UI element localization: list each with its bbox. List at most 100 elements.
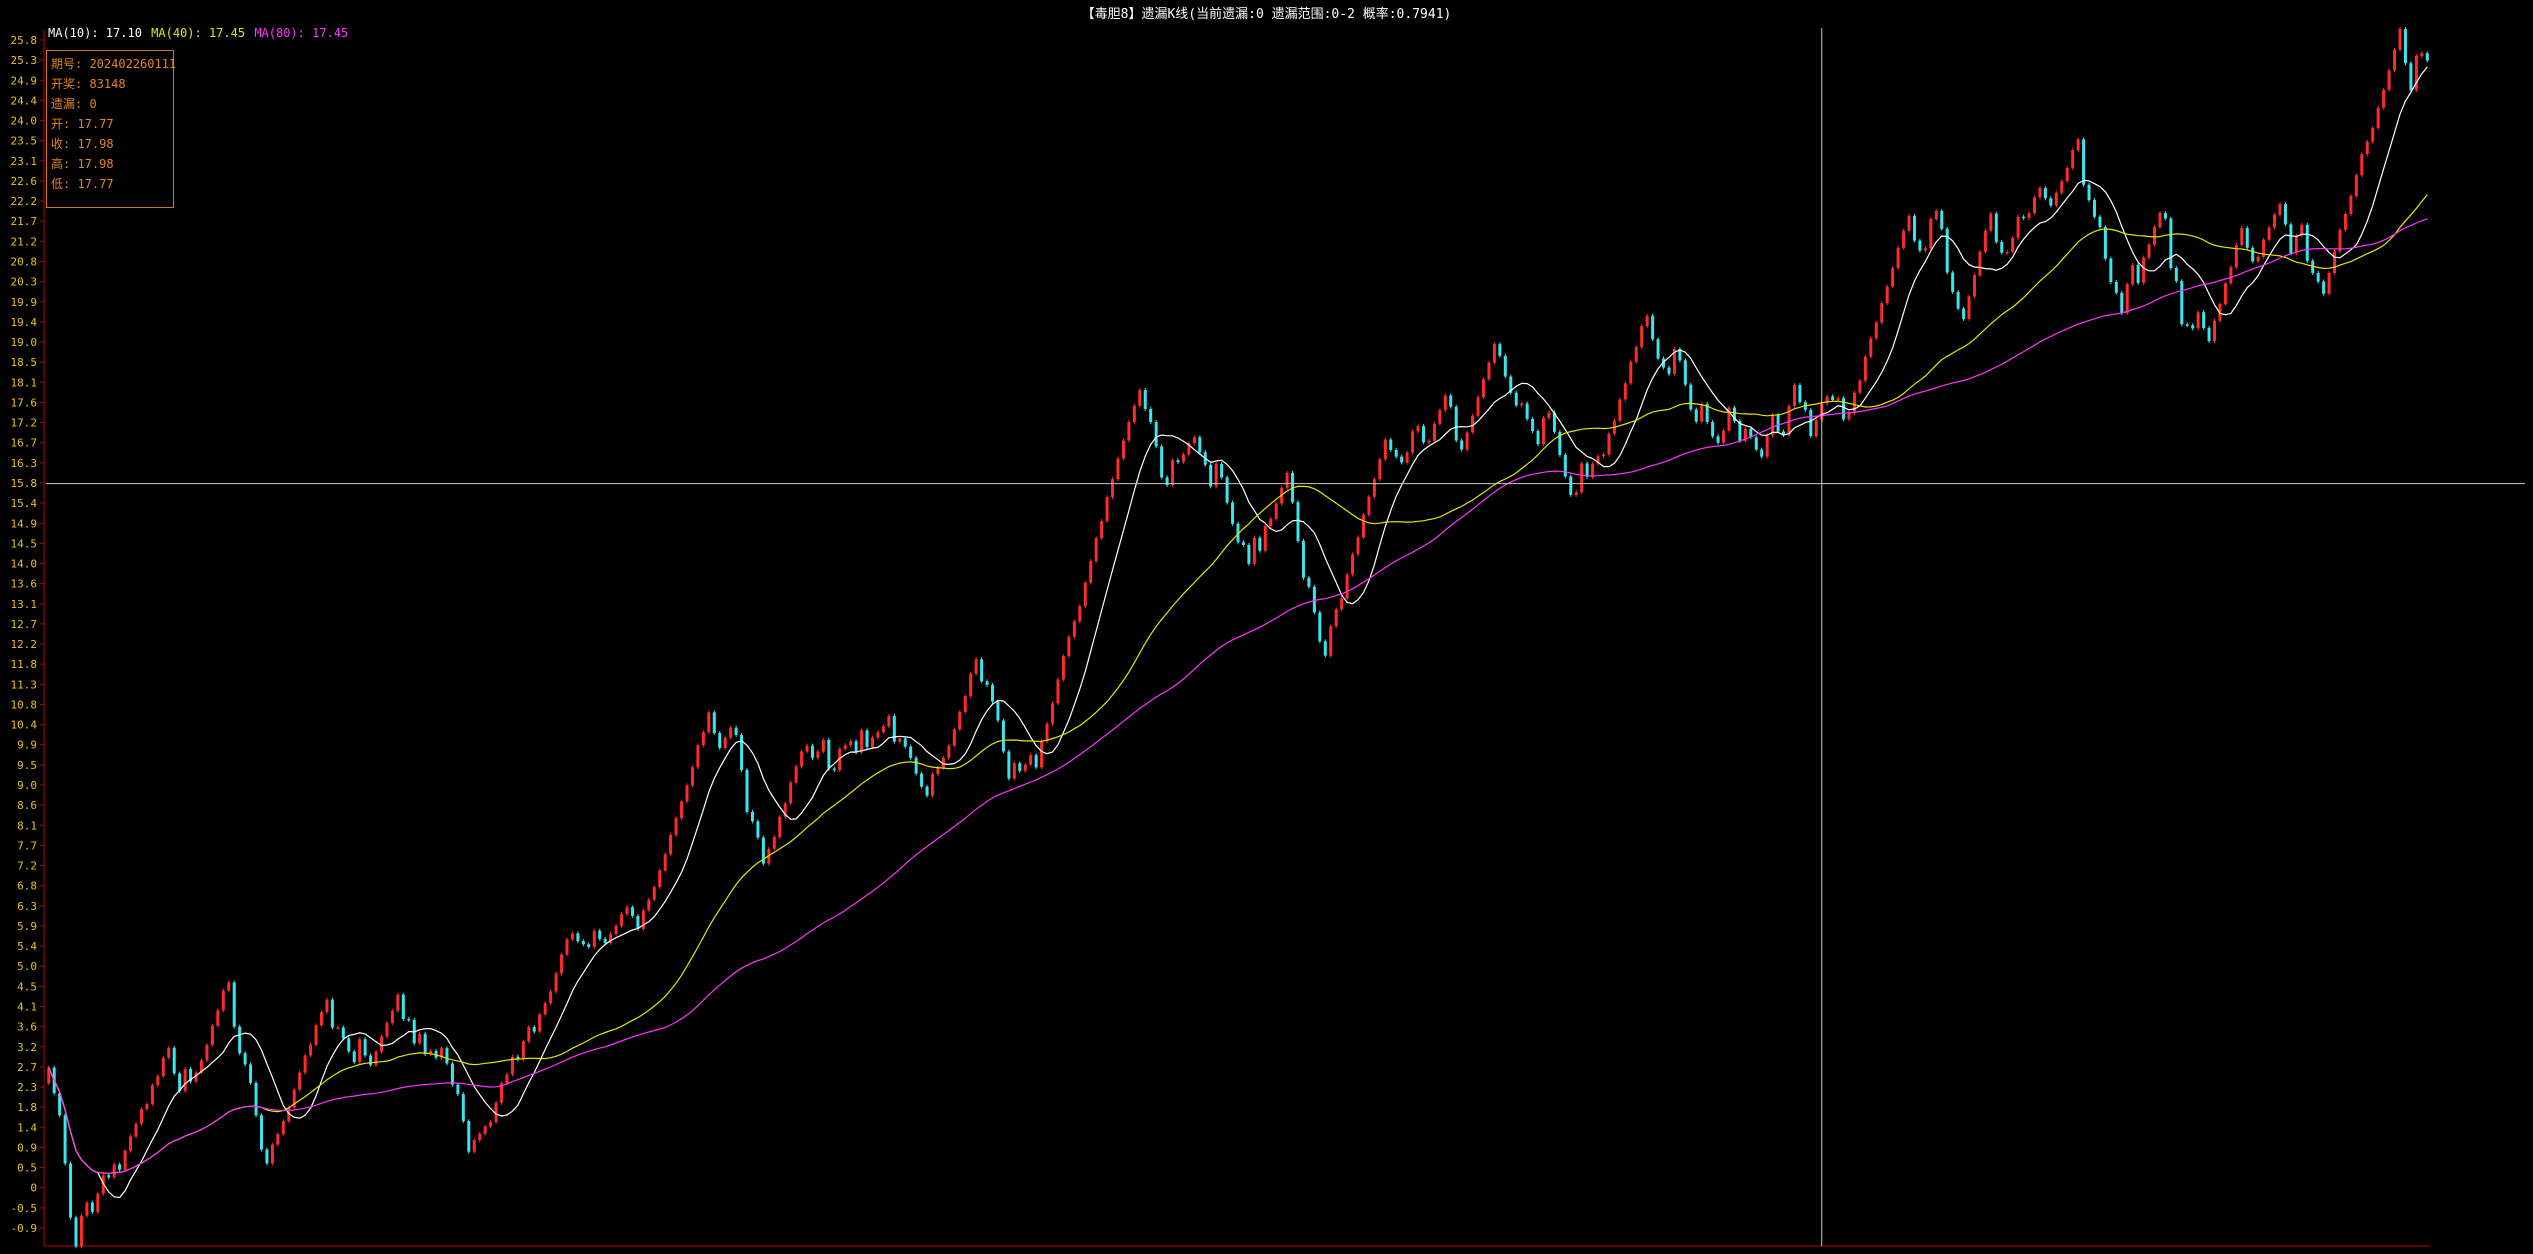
candle bbox=[2300, 224, 2304, 236]
y-tick-label: 7.7 bbox=[17, 839, 37, 852]
candle bbox=[690, 767, 694, 786]
y-tick-label: 0 bbox=[30, 1182, 37, 1195]
y-tick-label: 12.2 bbox=[11, 638, 38, 651]
candle bbox=[636, 915, 640, 929]
candle bbox=[1181, 454, 1185, 463]
candle bbox=[1198, 437, 1202, 453]
y-tick-label: 17.6 bbox=[11, 396, 38, 409]
candle bbox=[1934, 210, 1938, 219]
y-tick-label: 22.2 bbox=[11, 195, 38, 208]
candle bbox=[1760, 449, 1764, 457]
candle bbox=[1465, 432, 1469, 450]
candle bbox=[1967, 296, 1971, 319]
candle bbox=[1051, 703, 1055, 724]
candle bbox=[380, 1036, 384, 1052]
candle bbox=[1809, 409, 1813, 436]
candle bbox=[2163, 213, 2167, 219]
candle bbox=[2038, 187, 2042, 198]
candle bbox=[483, 1126, 487, 1134]
candle bbox=[1520, 403, 1524, 406]
y-tick-label: 5.4 bbox=[17, 940, 37, 953]
candle bbox=[1618, 399, 1622, 421]
candle bbox=[1994, 213, 1998, 242]
candle bbox=[870, 737, 874, 748]
y-tick-label: 24.9 bbox=[11, 74, 38, 87]
candle bbox=[1645, 315, 1649, 327]
candle bbox=[696, 745, 700, 768]
candle bbox=[669, 834, 673, 855]
candle bbox=[1547, 412, 1551, 418]
candle bbox=[2393, 49, 2397, 71]
candle bbox=[1891, 268, 1895, 287]
candle bbox=[2191, 325, 2195, 329]
y-tick-label: 0.5 bbox=[17, 1162, 37, 1175]
candle bbox=[112, 1164, 116, 1178]
candle bbox=[1563, 454, 1567, 477]
y-tick-label: 17.2 bbox=[11, 417, 38, 430]
candle bbox=[2103, 227, 2107, 259]
candle bbox=[914, 757, 918, 774]
y-tick-label: 6.8 bbox=[17, 880, 37, 893]
candle bbox=[319, 1012, 323, 1026]
candle bbox=[2251, 247, 2255, 262]
info-close: 收: 17.98 bbox=[51, 137, 114, 151]
candle bbox=[1214, 463, 1218, 487]
candle bbox=[1252, 537, 1256, 564]
y-tick-label: 16.3 bbox=[11, 457, 38, 470]
candle bbox=[1667, 367, 1671, 374]
candle bbox=[1361, 514, 1365, 538]
candle bbox=[2065, 168, 2069, 182]
candle bbox=[1372, 479, 1376, 497]
candle bbox=[794, 766, 798, 783]
candle bbox=[47, 1067, 51, 1084]
candle bbox=[658, 870, 662, 888]
candle bbox=[1629, 361, 1633, 384]
candle bbox=[2349, 196, 2353, 215]
y-tick-label: 16.7 bbox=[11, 437, 38, 450]
candle bbox=[663, 854, 667, 871]
candle bbox=[1727, 407, 1731, 431]
y-tick-label: 11.3 bbox=[11, 678, 38, 691]
y-tick-label: 19.4 bbox=[11, 316, 38, 329]
candle bbox=[1651, 315, 1655, 340]
candle bbox=[1432, 423, 1436, 441]
candle bbox=[2158, 213, 2162, 228]
candle bbox=[1149, 408, 1153, 423]
candle bbox=[1940, 210, 1944, 229]
ma80-line bbox=[48, 218, 2428, 1174]
candle bbox=[1836, 398, 1840, 400]
candle bbox=[1498, 344, 1502, 356]
candle bbox=[401, 994, 405, 1019]
candle bbox=[2327, 272, 2331, 294]
candle bbox=[2016, 216, 2020, 238]
candle bbox=[1525, 403, 1529, 419]
candle bbox=[1034, 755, 1038, 768]
candle bbox=[2000, 241, 2004, 253]
candle bbox=[707, 712, 711, 733]
candle bbox=[129, 1136, 133, 1151]
candle bbox=[1689, 384, 1693, 410]
candle bbox=[1460, 440, 1464, 450]
candle bbox=[1029, 755, 1033, 765]
candle bbox=[445, 1048, 449, 1064]
candle bbox=[90, 1202, 94, 1213]
candle bbox=[254, 1082, 258, 1116]
candle bbox=[1138, 390, 1142, 406]
candle bbox=[1340, 598, 1344, 610]
candle bbox=[2076, 139, 2080, 151]
candle bbox=[1912, 215, 1916, 241]
candle bbox=[2240, 227, 2244, 246]
candle bbox=[925, 786, 929, 796]
candle bbox=[805, 745, 809, 752]
candle bbox=[309, 1044, 313, 1056]
candle bbox=[1749, 428, 1753, 438]
candle bbox=[549, 991, 553, 1004]
candle bbox=[1672, 349, 1676, 374]
candle bbox=[227, 982, 231, 991]
candle bbox=[718, 733, 722, 748]
candle bbox=[2360, 154, 2364, 176]
candle bbox=[701, 732, 705, 746]
candle bbox=[1700, 404, 1704, 422]
candle bbox=[1951, 272, 1955, 292]
